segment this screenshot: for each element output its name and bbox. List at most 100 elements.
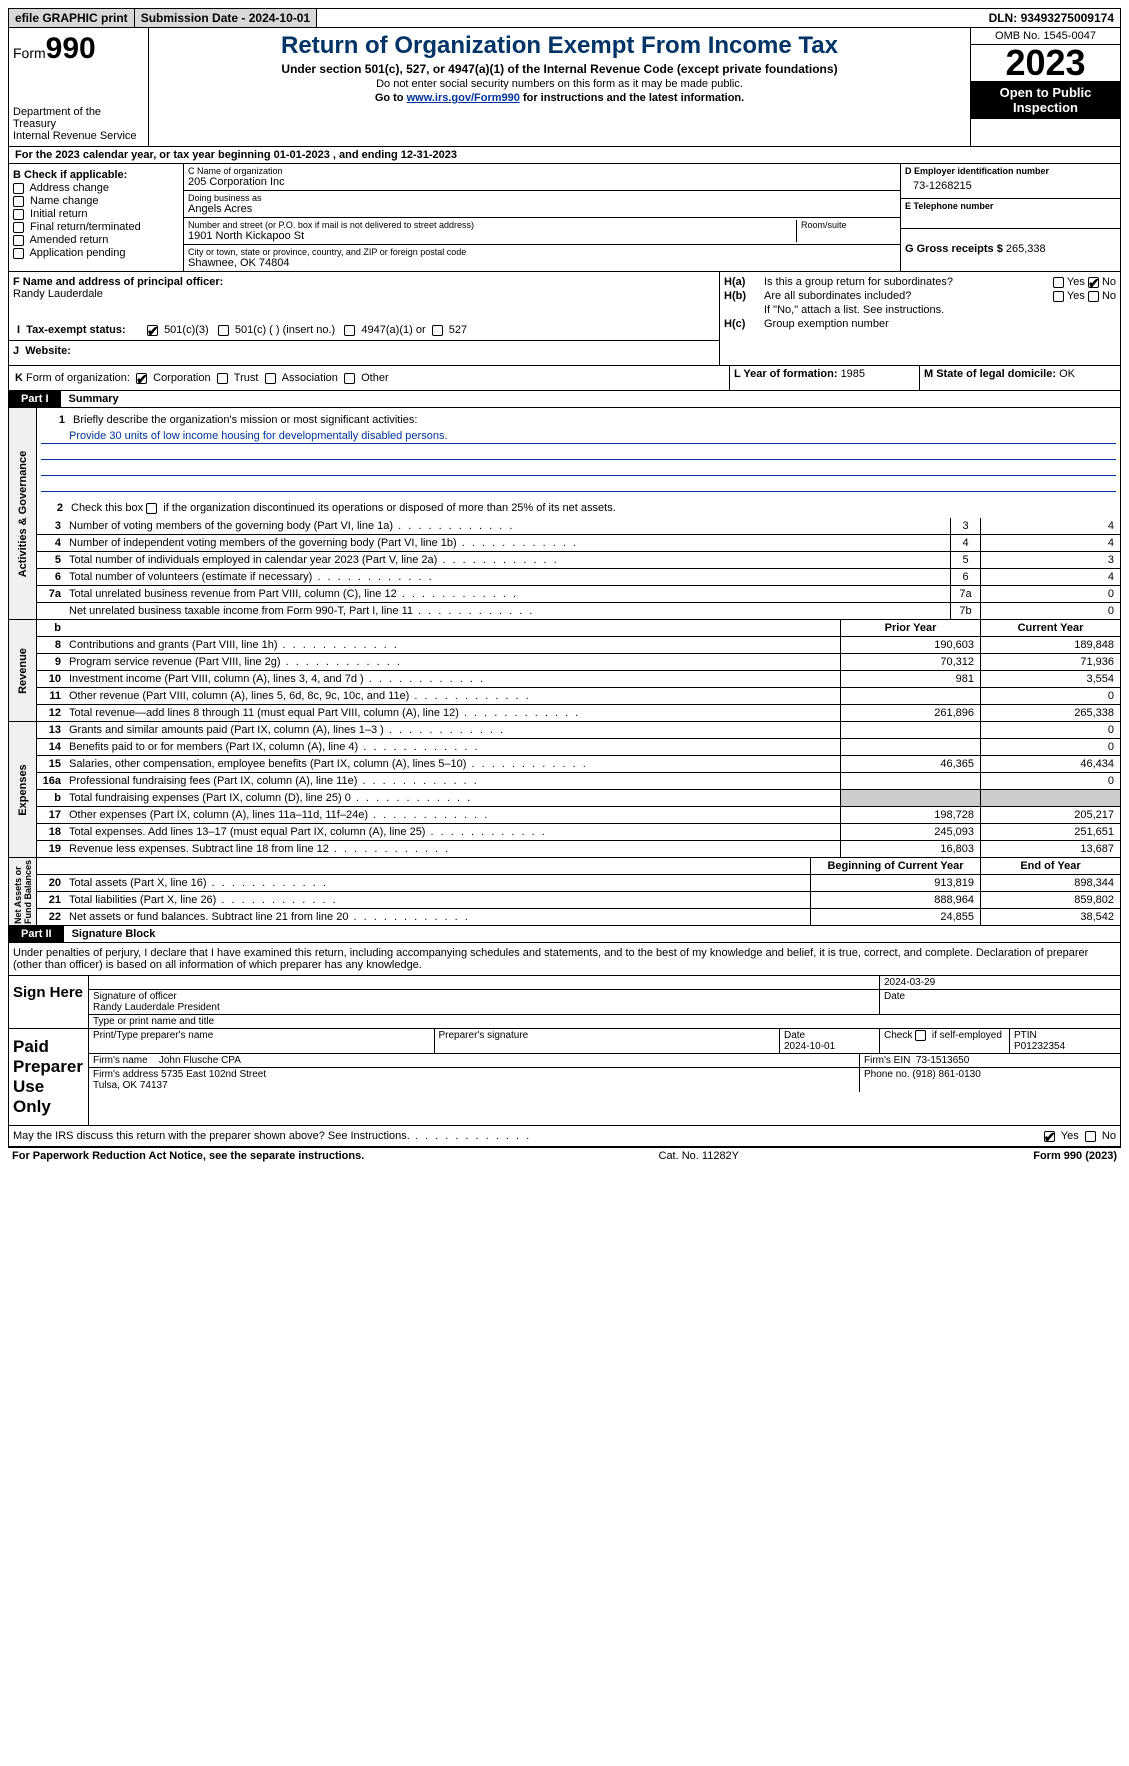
checkbox-501c3[interactable] [147, 325, 158, 336]
dba: Angels Acres [188, 203, 896, 215]
type-name-label: Type or print name and title [89, 1015, 1120, 1028]
gross-label: G Gross receipts $ [905, 243, 1006, 255]
perjury-statement: Under penalties of perjury, I declare th… [8, 943, 1121, 976]
officer-sig-name: Randy Lauderdale President [93, 1002, 220, 1013]
line-k-l-m: K Form of organization: Corporation Trus… [8, 366, 1121, 391]
side-gov: Activities & Governance [17, 450, 29, 577]
phone-label: E Telephone number [905, 201, 1116, 211]
topbar: efile GRAPHIC print Submission Date - 20… [8, 8, 1121, 28]
checkbox-initial-return[interactable] [13, 209, 24, 220]
firm-addr-label: Firm's address [93, 1069, 158, 1080]
firm-phone: (918) 861-0130 [912, 1069, 980, 1080]
checkbox-501c[interactable] [218, 325, 229, 336]
ein: 73-1268215 [905, 176, 1116, 196]
hdr-end-year: End of Year [980, 858, 1120, 874]
hb-no[interactable] [1088, 291, 1099, 302]
discuss-row: May the IRS discuss this return with the… [8, 1126, 1121, 1147]
checkbox-4947[interactable] [344, 325, 355, 336]
sign-here-label: Sign Here [9, 976, 89, 1028]
hb-yes[interactable] [1053, 291, 1064, 302]
checkbox-527[interactable] [432, 325, 443, 336]
checkbox-final-return-terminated[interactable] [13, 222, 24, 233]
submission-date: Submission Date - 2024-10-01 [135, 9, 317, 27]
firm-phone-label: Phone no. [864, 1069, 910, 1080]
firm-name-label: Firm's name [93, 1055, 148, 1066]
paid-preparer-block: Paid Preparer Use Only Print/Type prepar… [8, 1029, 1121, 1126]
k-label: Form of organization: [26, 372, 130, 384]
side-net: Net Assets or Fund Balances [13, 859, 33, 923]
l-label: L Year of formation: [734, 368, 841, 380]
org-name-label: C Name of organization [188, 166, 896, 176]
part2-tab: Part II [9, 926, 64, 942]
officer-name: Randy Lauderdale [13, 288, 715, 300]
section-revenue: Revenue bPrior YearCurrent Year 8Contrib… [8, 620, 1121, 722]
self-employed-checkbox[interactable] [915, 1030, 926, 1041]
box-f: F Name and address of principal officer:… [9, 272, 720, 365]
form-header: Form990 Department of the Treasury Inter… [8, 28, 1121, 147]
public-inspection: Open to Public Inspection [971, 81, 1120, 119]
paperwork-notice: For Paperwork Reduction Act Notice, see … [12, 1150, 364, 1162]
q1: Briefly describe the organization's miss… [69, 412, 1116, 428]
sign-date: 2024-03-29 [880, 976, 1120, 989]
box-b-label: B Check if applicable: [13, 169, 179, 181]
hdr-prior-year: Prior Year [840, 620, 980, 636]
hdr-begin-year: Beginning of Current Year [810, 858, 980, 874]
paid-preparer-label: Paid Preparer Use Only [9, 1029, 89, 1125]
discuss-yes[interactable] [1044, 1131, 1055, 1142]
form-page: Form 990 (2023) [1033, 1150, 1117, 1162]
ein-label: D Employer identification number [905, 166, 1116, 176]
dept-treasury: Department of the Treasury Internal Reve… [13, 106, 144, 142]
discuss-no[interactable] [1085, 1131, 1096, 1142]
ha-yes[interactable] [1053, 277, 1064, 288]
year-formation: 1985 [841, 368, 865, 380]
part1-bar: Part I Summary [8, 391, 1121, 408]
cat-no: Cat. No. 11282Y [659, 1150, 740, 1162]
k-trust[interactable] [217, 373, 228, 384]
ssn-note: Do not enter social security numbers on … [153, 78, 966, 90]
firm-name: John Flusche CPA [159, 1055, 241, 1066]
street: 1901 North Kickapoo St [188, 230, 796, 242]
k-other[interactable] [344, 373, 355, 384]
checkbox-name-change[interactable] [13, 196, 24, 207]
state-domicile: OK [1059, 368, 1075, 380]
part2-title: Signature Block [64, 926, 164, 942]
section-governance: Activities & Governance 1Briefly describ… [8, 408, 1121, 620]
checkbox-amended-return[interactable] [13, 235, 24, 246]
dba-label: Doing business as [188, 193, 896, 203]
org-info-block: B Check if applicable: Address change Na… [8, 164, 1121, 272]
side-exp: Expenses [17, 764, 29, 815]
part1-title: Summary [61, 391, 127, 407]
opt-501c: 501(c) ( ) (insert no.) [235, 324, 335, 336]
opt-527: 527 [449, 324, 467, 336]
opt-501c3: 501(c)(3) [164, 324, 209, 336]
k-assoc[interactable] [265, 373, 276, 384]
hb-text: Are all subordinates included? [764, 290, 1006, 302]
officer-group-block: F Name and address of principal officer:… [8, 272, 1121, 366]
date-label: Date [880, 990, 1120, 1014]
checkbox-address-change[interactable] [13, 183, 24, 194]
sig-officer-label: Signature of officer [93, 991, 177, 1002]
room-label: Room/suite [801, 220, 896, 230]
line-a: For the 2023 calendar year, or tax year … [8, 147, 1121, 164]
city-label: City or town, state or province, country… [188, 247, 896, 257]
dln: DLN: 93493275009174 [983, 9, 1120, 27]
k-corp[interactable] [136, 373, 147, 384]
box-h: H(a)Is this a group return for subordina… [720, 272, 1120, 365]
hdr-current-year: Current Year [980, 620, 1120, 636]
irs-link[interactable]: www.irs.gov/Form990 [407, 92, 520, 104]
efile-print-button[interactable]: efile GRAPHIC print [9, 9, 135, 27]
q2-checkbox[interactable] [146, 503, 157, 514]
officer-label: F Name and address of principal officer: [13, 276, 715, 288]
checkbox-application-pending[interactable] [13, 248, 24, 259]
part1-tab: Part I [9, 391, 61, 407]
m-label: M State of legal domicile: [924, 368, 1059, 380]
opt-4947: 4947(a)(1) or [361, 324, 425, 336]
street-label: Number and street (or P.O. box if mail i… [188, 220, 796, 230]
hc-text: Group exemption number [764, 318, 1116, 330]
section-netassets: Net Assets or Fund Balances Beginning of… [8, 858, 1121, 926]
ha-no[interactable] [1088, 277, 1099, 288]
city: Shawnee, OK 74804 [188, 257, 896, 269]
box-c: C Name of organization205 Corporation In… [184, 164, 900, 271]
part2-bar: Part II Signature Block [8, 926, 1121, 943]
form-title: Return of Organization Exempt From Incom… [153, 32, 966, 60]
